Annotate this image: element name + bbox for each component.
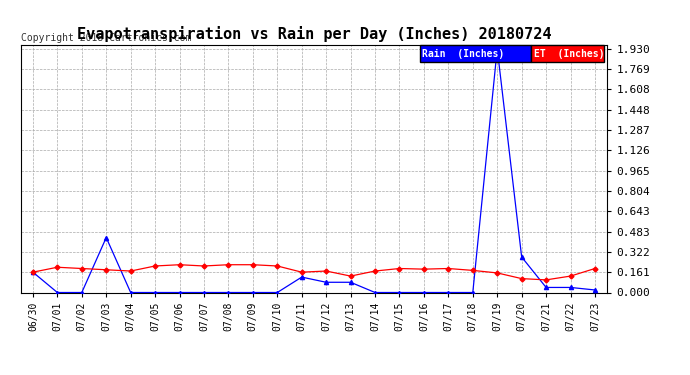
Text: ET  (Inches): ET (Inches) (534, 49, 604, 58)
Text: Copyright 2018 Cartronics.com: Copyright 2018 Cartronics.com (21, 33, 191, 42)
FancyBboxPatch shape (531, 45, 604, 62)
Title: Evapotranspiration vs Rain per Day (Inches) 20180724: Evapotranspiration vs Rain per Day (Inch… (77, 27, 551, 42)
FancyBboxPatch shape (420, 45, 531, 62)
Text: Rain  (Inches): Rain (Inches) (422, 49, 504, 58)
